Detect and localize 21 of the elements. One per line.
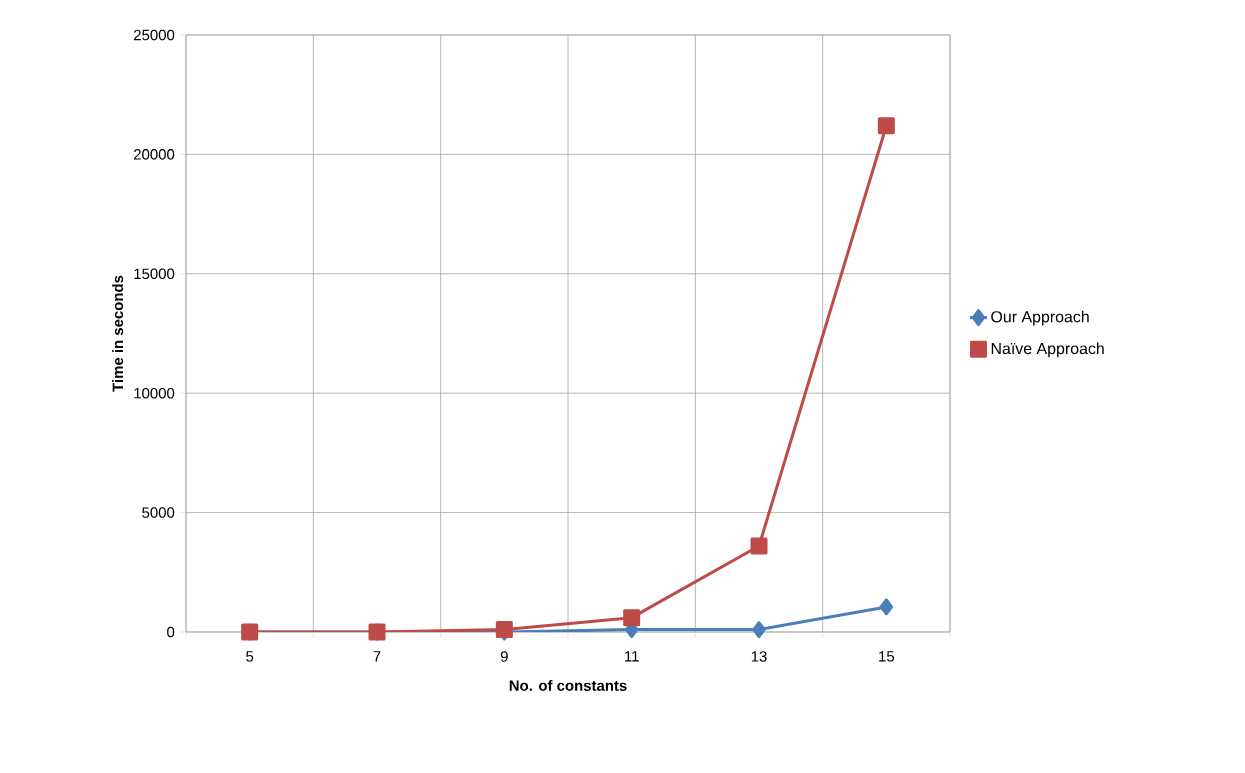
y-axis-title: Time in seconds [112, 275, 124, 392]
x-tick-label: 11 [625, 651, 639, 662]
y-tick-label: 20000 [134, 149, 175, 160]
x-tick-label: 15 [879, 651, 895, 662]
y-tick-label: 25000 [134, 29, 175, 41]
point [877, 117, 895, 135]
legend-label: Naïve Approach [991, 342, 1104, 358]
y-tick-label: 10000 [134, 387, 175, 399]
y-tick-label: 0 [167, 626, 175, 638]
y-tick-label: 5000 [142, 507, 175, 518]
point [879, 598, 894, 616]
y-tick-label: 15000 [134, 268, 175, 280]
x-tick-label: 7 [373, 651, 381, 662]
x-axis-title: No. of constants [509, 679, 627, 691]
point [752, 621, 766, 639]
x-tick-label: 9 [500, 651, 508, 662]
point [623, 609, 641, 627]
point [750, 537, 768, 555]
x-tick-label: 5 [246, 651, 254, 662]
x-tick-label: 13 [751, 651, 767, 662]
legend-label: Our Approach [991, 310, 1089, 326]
